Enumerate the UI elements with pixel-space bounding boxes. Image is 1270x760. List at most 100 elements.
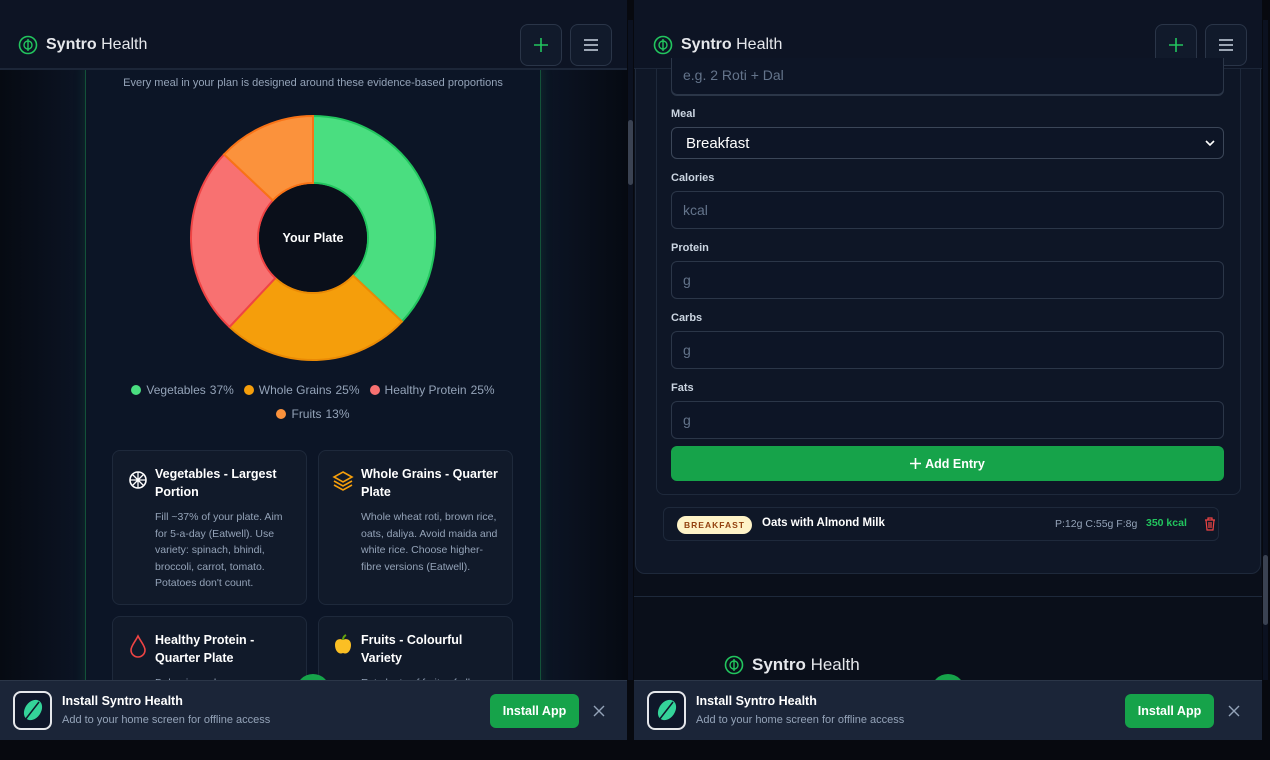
meal-badge: BREAKFAST	[677, 516, 752, 534]
legend-item: Fruits 13%	[276, 407, 350, 421]
close-button[interactable]	[593, 705, 605, 717]
header-top	[634, 0, 1262, 20]
entry-row: BREAKFAST Oats with Almond Milk P:12g C:…	[663, 507, 1219, 541]
add-entry-button[interactable]: Add Entry	[671, 446, 1224, 481]
legend-marker	[369, 385, 380, 395]
meal-select[interactable]: Breakfast	[671, 127, 1224, 159]
select-value: Breakfast	[686, 135, 750, 152]
scrollbar	[628, 20, 633, 680]
text-input[interactable]: kcal	[671, 191, 1224, 229]
install-button[interactable]: Install App	[1125, 694, 1214, 728]
legend-item: Whole Grains 25%	[243, 383, 360, 397]
banner-subtitle: Add to your home screen for offline acce…	[62, 714, 271, 726]
header-top	[0, 0, 627, 20]
center-label: Your Plate	[283, 231, 344, 245]
card-icon	[130, 634, 146, 658]
scrollbar-thumb[interactable]	[628, 120, 633, 185]
card-icon	[335, 634, 351, 654]
donut-chart: Your Plate	[190, 114, 436, 361]
brand-name: Health	[810, 655, 860, 674]
legend-marker	[131, 385, 142, 395]
brand-name: Syntro	[46, 36, 97, 53]
entry-macros: P:12g C:55g F:8g	[1055, 518, 1138, 530]
scrollbar-thumb[interactable]	[1263, 555, 1268, 625]
card-title: Fruits - Colourful Variety	[361, 633, 463, 665]
plus-icon	[1169, 38, 1183, 52]
field-label: Fats	[671, 382, 694, 394]
text-input[interactable]: g	[671, 401, 1224, 439]
name-input[interactable]: e.g. 2 Roti + Dal	[671, 58, 1224, 95]
legend-item: Vegetables 37%	[131, 383, 234, 397]
legend-label: Fruits	[291, 407, 322, 421]
card-text: Whole wheat roti, brown rice, oats, dali…	[361, 511, 498, 573]
card-title: Whole Grains - Quarter Plate	[361, 467, 498, 499]
chevron	[1205, 140, 1215, 147]
legend: Vegetables 37% Whole Grains 25% Healthy Prot…	[112, 383, 514, 421]
legend-label: Whole Grains	[258, 383, 332, 397]
entry-calories: 350 kcal	[1146, 517, 1187, 529]
leaf-icon	[23, 699, 43, 721]
banner-title: Install Syntro Health	[696, 694, 817, 708]
install-banner: Install Syntro Health Add to your home s…	[634, 680, 1262, 740]
scrollbar	[1263, 20, 1268, 680]
info-card: Vegetables - Largest Portion Fill ~37% o…	[112, 450, 307, 605]
legend-label: Healthy Protein	[384, 383, 467, 397]
brand-name: Syntro	[752, 655, 806, 674]
app-icon	[13, 691, 52, 730]
brand-logo	[653, 35, 673, 55]
legend-value: 25%	[335, 383, 360, 397]
legend-marker	[243, 385, 254, 395]
close-button[interactable]	[1228, 705, 1240, 717]
footer-brand: Syntro Health	[724, 655, 860, 675]
leaf-icon	[657, 699, 677, 721]
menu-button[interactable]	[570, 24, 612, 66]
legend-value: 37%	[209, 383, 234, 397]
field-label: Carbs	[671, 312, 703, 324]
plus-icon	[534, 38, 548, 52]
legend-marker	[276, 409, 287, 419]
plus-icon	[910, 458, 922, 469]
banner-subtitle: Add to your home screen for offline acce…	[696, 714, 905, 726]
field-label: Protein	[671, 242, 709, 254]
add-button[interactable]	[520, 24, 562, 66]
card-text: Fill ~37% of your plate. Aim for 5-a-day…	[155, 511, 283, 589]
card-icon	[332, 471, 354, 491]
menu-icon	[1219, 39, 1233, 51]
info-card: Whole Grains - Quarter Plate Whole wheat…	[318, 450, 513, 605]
field-label: Meal	[671, 108, 696, 120]
legend-label: Vegetables	[146, 383, 206, 397]
brand-logo	[724, 655, 744, 675]
brand-name: Health	[736, 36, 783, 53]
card-icon	[129, 471, 147, 489]
card-title: Healthy Protein - Quarter Plate	[155, 633, 255, 665]
legend-item: Healthy Protein 25%	[369, 383, 495, 397]
brand-logo	[18, 35, 38, 55]
donut-slice	[228, 274, 404, 361]
brand-name: Syntro	[681, 36, 732, 53]
brand[interactable]: Syntro Health	[653, 35, 782, 55]
right-panel: Syntro Health	[634, 0, 1262, 740]
donut-slice	[312, 114, 436, 323]
brand[interactable]: Syntro Health	[18, 35, 147, 55]
donut-slice	[190, 153, 277, 329]
brand-name: Health	[101, 36, 148, 53]
banner-title: Install Syntro Health	[62, 694, 183, 708]
delete-button[interactable]	[1204, 517, 1216, 531]
legend-value: 25%	[470, 383, 495, 397]
divider	[634, 596, 1262, 597]
donut-slice	[222, 114, 314, 202]
donut-hole	[259, 184, 367, 292]
text-input[interactable]: g	[671, 331, 1224, 369]
entry-name: Oats with Almond Milk	[762, 517, 885, 529]
button-label: Add Entry	[925, 456, 985, 471]
field-label: Calories	[671, 172, 715, 184]
legend-value: 13%	[325, 407, 350, 421]
menu-icon	[584, 39, 598, 51]
left-panel: Every meal in your plan is designed arou…	[0, 0, 627, 740]
text-input[interactable]: g	[671, 261, 1224, 299]
install-button[interactable]: Install App	[490, 694, 579, 728]
install-banner: Install Syntro Health Add to your home s…	[0, 680, 627, 740]
plate-subtitle: Every meal in your plan is designed arou…	[123, 77, 503, 89]
card-title: Vegetables - Largest Portion	[155, 467, 277, 499]
